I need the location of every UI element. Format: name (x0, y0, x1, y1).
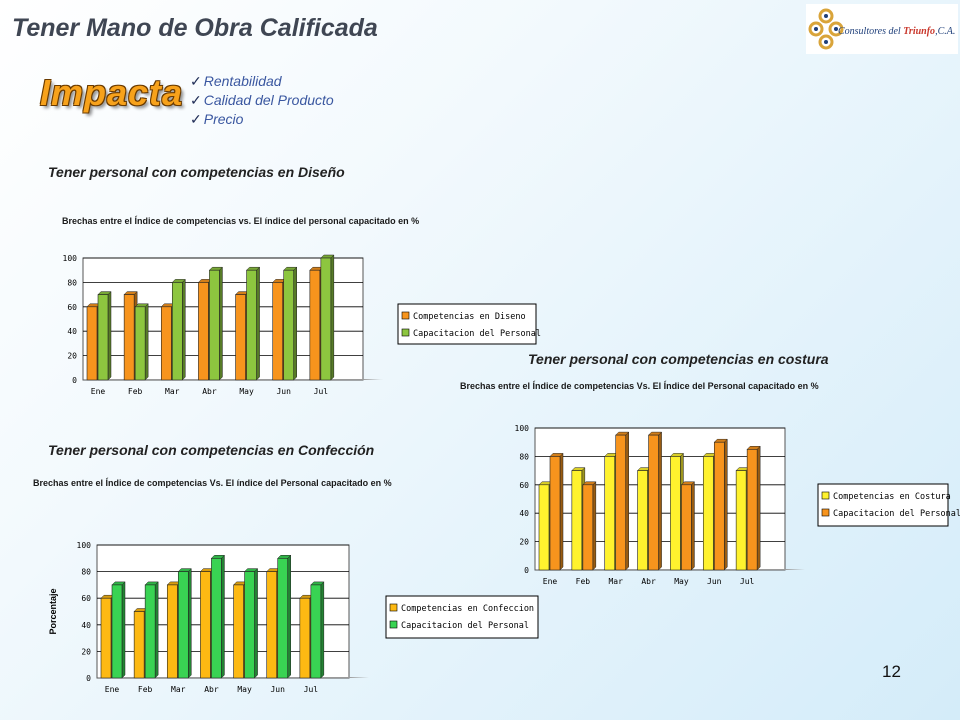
y-tick-label: 60 (519, 481, 529, 490)
y-tick-label: 20 (81, 647, 91, 656)
page-number: 12 (882, 662, 901, 681)
y-tick-label: 100 (77, 541, 92, 550)
x-tick-label: Jul (740, 577, 755, 586)
x-tick-label: Feb (576, 577, 591, 586)
x-tick-label: Jun (707, 577, 722, 586)
bar (177, 567, 192, 679)
legend-swatch (821, 508, 830, 517)
legend-swatch (821, 491, 830, 500)
bar (713, 438, 728, 571)
legend: Competencias en Costura Capacitacion del … (817, 483, 960, 527)
x-tick-label: Feb (138, 685, 153, 694)
legend: Competencias en Diseno Capacitacion del P… (397, 303, 541, 345)
x-tick-label: Jun (276, 387, 291, 396)
y-tick-label: 80 (81, 568, 91, 577)
bar (245, 266, 261, 381)
x-tick-label: Jul (314, 387, 329, 396)
x-tick-label: Mar (608, 577, 623, 586)
x-tick-label: Jul (304, 685, 319, 694)
impact-item: Rentabilidad (190, 72, 334, 91)
y-tick-label: 20 (519, 538, 529, 547)
legend-label: Capacitacion del Personal (833, 509, 960, 519)
legend-box (397, 303, 537, 345)
bar (549, 452, 564, 571)
impact-list: Rentabilidad Calidad del Producto Precio (190, 72, 334, 129)
bar (208, 266, 224, 381)
bar (310, 581, 325, 679)
section-title-confeccion: Tener personal con competencias en Confe… (48, 442, 375, 458)
y-tick-label: 40 (81, 621, 91, 630)
y-tick-label: 20 (67, 352, 77, 361)
plot-floor (83, 379, 383, 380)
x-tick-label: Ene (91, 387, 106, 396)
x-tick-label: May (237, 685, 252, 694)
chart-costura: 0 20 40 60 80 100 Ene Feb Mar Abr May Jun Jul Compete… (515, 424, 960, 586)
impact-item: Precio (190, 110, 334, 129)
y-tick-label: 80 (519, 452, 529, 461)
section-title-diseno: Tener personal con competencias en Diseñ… (48, 164, 345, 180)
bar (283, 266, 298, 381)
legend-swatch (389, 603, 398, 612)
bar (647, 431, 663, 571)
chart-confeccion: 0 20 40 60 80 100 Porcentaje Ene Feb Mar Abr May Jun… (48, 541, 539, 694)
x-tick-label: Mar (171, 685, 186, 694)
bar (243, 567, 259, 679)
y-axis-label: Porcentaje (48, 588, 58, 634)
x-tick-label: Ene (105, 685, 120, 694)
chart-subtitle-costura: Brechas entre el Índice de competencias … (460, 381, 819, 391)
chart-subtitle-confeccion: Brechas entre el Índice de competencias … (33, 478, 392, 488)
section-title-costura: Tener personal con competencias en costu… (528, 351, 829, 367)
impact-heading: Impacta (40, 72, 184, 113)
bar (210, 554, 226, 679)
legend-swatch (389, 620, 398, 629)
y-tick-label: 60 (81, 594, 91, 603)
y-tick-label: 100 (515, 424, 530, 433)
bar (171, 278, 186, 381)
y-tick-label: 0 (86, 674, 91, 683)
x-tick-label: May (239, 387, 254, 396)
legend-box (817, 483, 949, 527)
bar (615, 431, 630, 571)
bar (582, 481, 597, 571)
legend-swatch (401, 311, 410, 320)
x-tick-label: Mar (165, 387, 180, 396)
interlocking-knot-logo-icon (808, 8, 844, 50)
y-tick-label: 40 (519, 509, 529, 518)
logo-text: Consultores del Triunfo,C.A. (838, 26, 956, 37)
x-tick-label: Jun (270, 685, 285, 694)
bar (111, 581, 126, 679)
y-tick-label: 0 (72, 376, 77, 385)
legend-label: Capacitacion del Personal (413, 329, 541, 339)
bar (97, 290, 112, 381)
bar (144, 581, 159, 679)
bar (680, 481, 696, 571)
legend-swatch (401, 328, 410, 337)
y-tick-label: 0 (524, 566, 529, 575)
y-tick-label: 80 (67, 278, 77, 287)
legend-box (385, 595, 539, 639)
legend-label: Competencias en Costura (833, 492, 951, 502)
x-tick-label: Abr (641, 577, 656, 586)
legend-label: Competencias en Confeccion (401, 604, 534, 614)
impact-item: Calidad del Producto (190, 91, 334, 110)
legend-label: Capacitacion del Personal (401, 621, 529, 631)
x-tick-label: Feb (128, 387, 143, 396)
x-tick-label: Abr (204, 685, 219, 694)
logo (806, 4, 958, 54)
chart-subtitle-diseno: Brechas entre el Índice de competencias … (62, 216, 420, 226)
bar (134, 303, 149, 381)
bar (320, 254, 335, 381)
bar (277, 554, 292, 679)
x-tick-label: May (674, 577, 689, 586)
y-tick-label: 100 (63, 254, 78, 263)
page-title: Tener Mano de Obra Calificada (12, 14, 378, 42)
x-tick-label: Ene (543, 577, 558, 586)
y-tick-label: 60 (67, 303, 77, 312)
legend-label: Competencias en Diseno (413, 312, 526, 322)
legend: Competencias en Confeccion Capacitacion d… (385, 595, 539, 639)
chart-diseno: 0 20 40 60 80 100 Ene Feb Mar Abr May Jun Jul Compete… (63, 254, 541, 396)
x-tick-label: Abr (202, 387, 217, 396)
y-tick-label: 40 (67, 327, 77, 336)
bar (746, 445, 761, 571)
